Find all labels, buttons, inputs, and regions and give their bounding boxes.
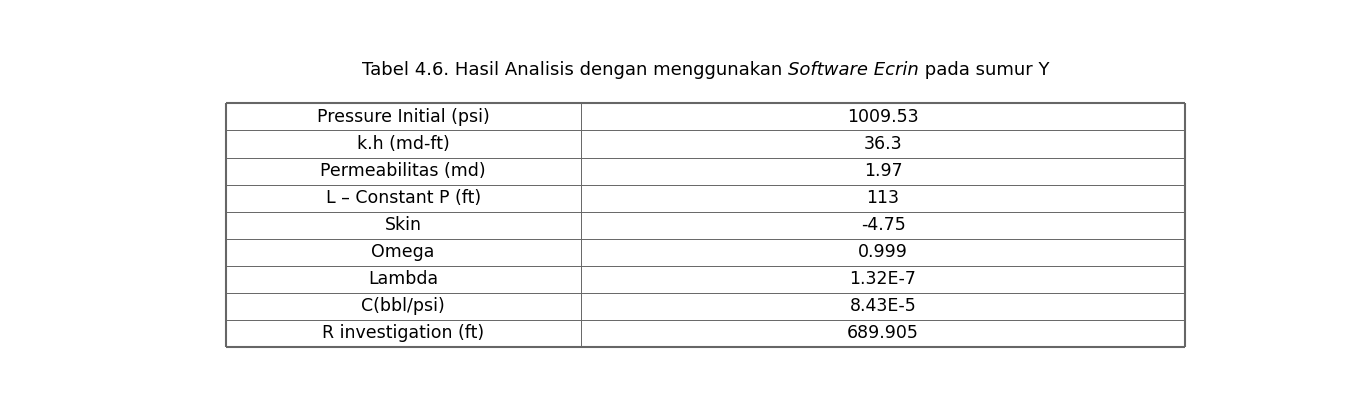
Text: C(bbl/psi): C(bbl/psi) (361, 297, 446, 315)
Text: 1.97: 1.97 (864, 162, 902, 180)
Text: k.h (md-ft): k.h (md-ft) (357, 135, 450, 153)
Text: Lambda: Lambda (367, 270, 439, 288)
Text: Tabel 4.6. Hasil Analisis dengan menggunakan: Tabel 4.6. Hasil Analisis dengan menggun… (362, 60, 787, 78)
Text: pada sumur Y: pada sumur Y (918, 60, 1049, 78)
Text: 8.43E-5: 8.43E-5 (849, 297, 917, 315)
Text: 36.3: 36.3 (864, 135, 902, 153)
Text: 1.32E-7: 1.32E-7 (849, 270, 917, 288)
Text: Permeabilitas (md): Permeabilitas (md) (320, 162, 486, 180)
Text: L – Constant P (ft): L – Constant P (ft) (326, 189, 481, 207)
Text: 0.999: 0.999 (859, 243, 909, 261)
Text: Software Ecrin: Software Ecrin (787, 60, 918, 78)
Text: Skin: Skin (385, 216, 421, 234)
Text: Omega: Omega (371, 243, 435, 261)
Text: R investigation (ft): R investigation (ft) (322, 324, 485, 342)
Text: -4.75: -4.75 (860, 216, 906, 234)
Text: 689.905: 689.905 (847, 324, 919, 342)
Text: Pressure Initial (psi): Pressure Initial (psi) (316, 108, 490, 126)
Text: 113: 113 (867, 189, 899, 207)
Text: 1009.53: 1009.53 (847, 108, 919, 126)
